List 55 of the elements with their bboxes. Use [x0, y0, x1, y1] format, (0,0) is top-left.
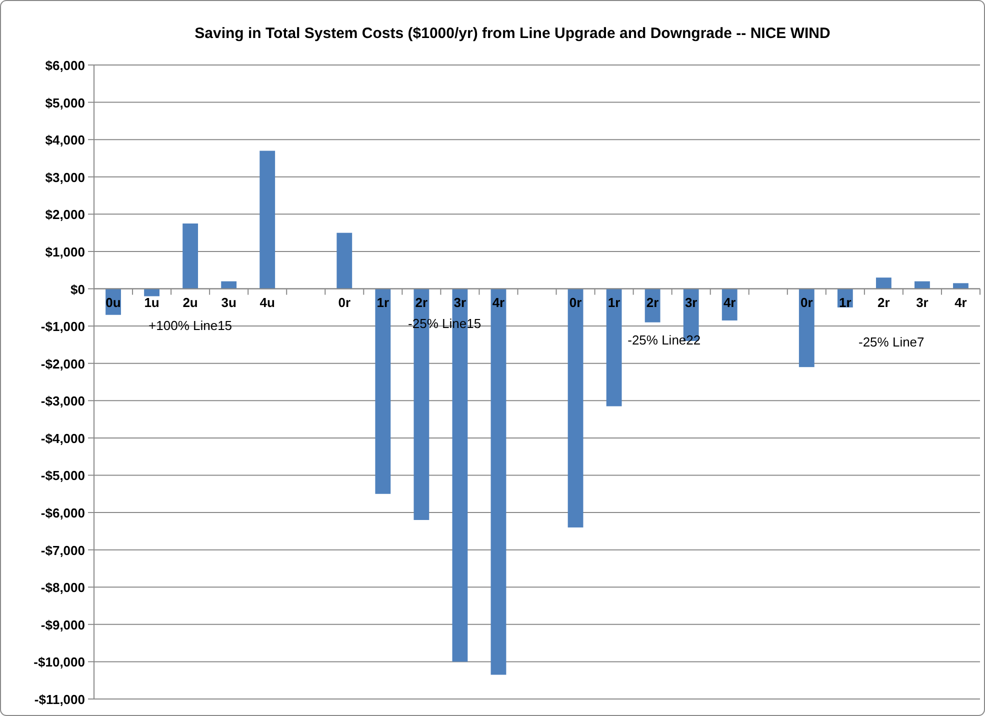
x-tick-label: 4r: [492, 294, 505, 310]
bar: [914, 281, 930, 289]
bar: [182, 224, 198, 289]
annotation: -25% Line7: [858, 334, 924, 350]
x-tick-label: 0r: [569, 294, 582, 310]
x-tick-label: 0r: [338, 294, 351, 310]
y-tick-label: -$8,000: [40, 580, 85, 596]
y-tick-label: $1,000: [45, 244, 85, 260]
x-tick-label: 3u: [221, 294, 236, 310]
y-tick-label: $6,000: [45, 58, 85, 73]
x-tick-label: 0u: [106, 294, 121, 310]
bar: [798, 288, 814, 368]
y-tick-label: $4,000: [45, 132, 85, 148]
bar: [260, 150, 276, 289]
bar: [221, 281, 237, 289]
bar: [336, 232, 352, 289]
x-tick-label: 1r: [376, 294, 390, 310]
annotation: -25% Line22: [628, 332, 701, 348]
y-tick-label: -$7,000: [40, 542, 85, 558]
y-tick-label: $3,000: [45, 170, 85, 185]
bar: [490, 288, 506, 675]
y-tick-label: $5,000: [45, 95, 85, 110]
y-tick-label: -$9,000: [40, 617, 85, 632]
x-tick-label: 2r: [646, 294, 659, 310]
x-tick-label: 2r: [878, 294, 890, 310]
x-tick-label: 3r: [916, 294, 928, 310]
x-tick-label: 4u: [260, 294, 275, 310]
bar: [953, 283, 968, 289]
bar: [375, 288, 391, 494]
x-tick-label: 0r: [800, 294, 813, 310]
bar: [606, 288, 622, 406]
y-tick-label: -$3,000: [40, 394, 85, 409]
y-tick-label: -$1,000: [40, 319, 85, 334]
y-tick-label: -$5,000: [40, 468, 85, 484]
bar: [568, 288, 584, 528]
x-tick-label: 1r: [608, 294, 620, 310]
x-tick-label: 4r: [954, 294, 967, 310]
x-tick-label: 1r: [839, 294, 852, 310]
x-tick-label: 2u: [182, 294, 198, 310]
y-tick-label: $0: [70, 282, 85, 297]
y-tick-label: -$11,000: [34, 692, 85, 707]
x-tick-label: 3r: [684, 294, 698, 310]
y-tick-label: -$2,000: [40, 356, 85, 372]
chart-title: Saving in Total System Costs ($1000/yr) from Line Upgrade and Downgrade -- NICE WIND: [194, 25, 830, 42]
y-tick-label: -$4,000: [40, 430, 85, 446]
x-tick-label: 4r: [723, 294, 736, 310]
annotation: +100% Line15: [148, 318, 232, 333]
y-tick-label: -$10,000: [34, 654, 85, 670]
annotation: -25% Line15: [408, 316, 482, 331]
x-tick-label: 2r: [415, 294, 428, 310]
bar: [876, 278, 892, 289]
y-tick-label: $2,000: [45, 207, 85, 222]
x-tick-label: 1u: [144, 294, 160, 310]
y-tick-label: -$6,000: [40, 506, 85, 521]
x-tick-label: 3r: [454, 294, 466, 310]
